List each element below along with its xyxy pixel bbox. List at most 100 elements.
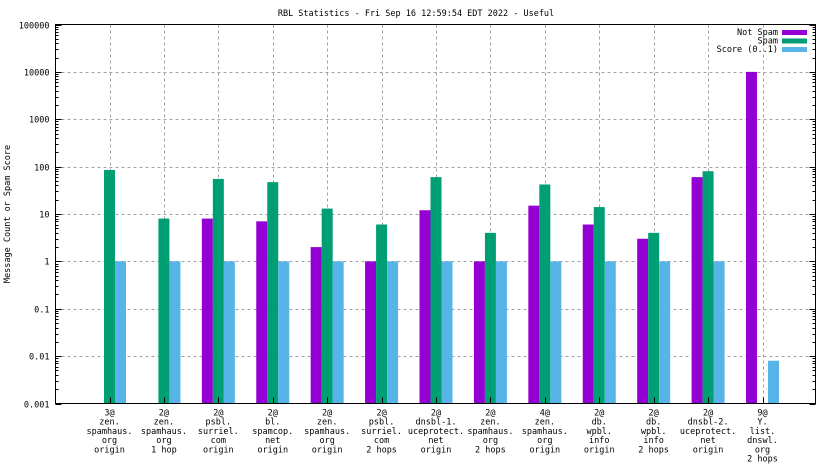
bar-score-0-1 <box>550 261 562 404</box>
bar-score-0-1 <box>713 261 725 404</box>
x-tick-label: db. <box>646 418 661 428</box>
x-tick-label: spamcop. <box>252 427 293 437</box>
x-tick-label: org <box>156 436 171 446</box>
x-tick-label: Y. <box>757 418 767 428</box>
x-tick-label: origin <box>529 445 560 455</box>
bar-spam <box>484 232 496 404</box>
legend-label: Not Spam <box>737 28 778 38</box>
x-tick-label: origin <box>693 445 724 455</box>
x-tick-label: 2@ <box>485 409 495 419</box>
bar-score-0-1 <box>332 261 344 404</box>
bar-not-spam <box>310 247 322 404</box>
bar-spam <box>702 171 714 404</box>
x-tick-label: org <box>755 445 770 455</box>
bar-score-0-1 <box>223 261 235 404</box>
y-tick-label: 10000 <box>24 69 50 79</box>
x-tick-label: 3@ <box>104 409 114 419</box>
bar-not-spam <box>691 177 703 404</box>
x-tick-label: com <box>374 436 389 446</box>
x-tick-label: psbl. <box>369 418 395 428</box>
chart-title: RBL Statistics - Fri Sep 16 12:59:54 EDT… <box>278 9 554 19</box>
x-tick-label: dnsbl-2. <box>688 418 729 428</box>
bar-score-0-1 <box>115 261 126 404</box>
x-tick-label: dnswl. <box>747 436 778 446</box>
legend-swatch <box>782 47 807 52</box>
x-tick-label: net <box>265 436 280 446</box>
x-tick-label: dnsbl-1. <box>416 418 457 428</box>
bar-not-spam <box>473 261 485 404</box>
y-tick-label: 100 <box>34 164 49 174</box>
x-tick-label: wpbl. <box>641 427 667 437</box>
x-tick-label: uceprotect. <box>408 427 464 437</box>
x-tick-label: 2@ <box>322 409 332 419</box>
x-tick-label: net <box>428 436 443 446</box>
x-tick-label: 1 hop <box>151 445 177 455</box>
x-tick-label: zen. <box>317 418 337 428</box>
x-tick-label: 4@ <box>540 409 550 419</box>
x-tick-label: origin <box>94 445 125 455</box>
x-tick-label: 9@ <box>757 409 767 419</box>
bar-not-spam <box>746 71 757 404</box>
x-tick-label: zen. <box>154 418 174 428</box>
x-tick-label: spamhaus. <box>304 427 350 437</box>
x-tick-label: spamhaus. <box>467 427 513 437</box>
bar-not-spam <box>419 210 431 404</box>
bar-spam <box>212 178 224 404</box>
x-tick-label: org <box>537 436 552 446</box>
x-tick-label: com <box>211 436 226 446</box>
x-tick-label: 2@ <box>159 409 169 419</box>
x-tick-label: origin <box>584 445 615 455</box>
bar-spam <box>376 224 388 404</box>
bar-spam <box>593 207 605 404</box>
bar-not-spam <box>637 238 649 404</box>
x-tick-label: origin <box>257 445 288 455</box>
x-tick-label: uceprotect. <box>680 427 736 437</box>
x-tick-label: info <box>589 436 609 446</box>
x-tick-label: bl. <box>265 418 280 428</box>
y-tick-label: 10 <box>39 211 49 221</box>
bar-spam <box>648 232 660 404</box>
bar-spam <box>158 218 170 404</box>
x-tick-label: net <box>700 436 715 446</box>
x-tick-label: org <box>319 436 334 446</box>
x-tick-label: surriel. <box>361 427 402 437</box>
x-tick-label: zen. <box>99 418 119 428</box>
x-tick-label: org <box>483 436 498 446</box>
x-tick-label: zen. <box>480 418 500 428</box>
y-tick-label: 0.1 <box>34 306 49 316</box>
x-tick-label: 2@ <box>594 409 604 419</box>
x-tick-label: info <box>643 436 663 446</box>
legend-label: Spam <box>758 37 778 47</box>
x-tick-label: org <box>102 436 117 446</box>
x-tick-label: psbl. <box>206 418 232 428</box>
bar-not-spam <box>365 261 377 404</box>
legend-swatch <box>782 30 807 35</box>
y-tick-label: 1 <box>44 258 49 268</box>
legend-swatch <box>782 38 807 44</box>
bar-score-0-1 <box>169 261 181 404</box>
x-tick-label: 2@ <box>649 409 659 419</box>
x-tick-label: origin <box>203 445 234 455</box>
x-tick-label: 2@ <box>213 409 223 419</box>
x-tick-label: spamhaus. <box>86 427 132 437</box>
x-tick-label: surriel. <box>198 427 239 437</box>
x-tick-label: 2@ <box>703 409 713 419</box>
bar-score-0-1 <box>441 261 453 404</box>
bar-spam <box>430 177 442 404</box>
x-tick-label: wpbl. <box>586 427 612 437</box>
bar-spam <box>104 169 115 404</box>
bar-score-0-1 <box>495 261 507 404</box>
bar-score-0-1 <box>604 261 616 404</box>
x-tick-label: 2@ <box>431 409 441 419</box>
y-tick-label: 1000 <box>29 116 49 126</box>
x-ticks: 3@zen.spamhaus.orgorigin2@zen.spamhaus.o… <box>86 397 778 465</box>
bars <box>104 71 779 404</box>
x-tick-label: db. <box>592 418 607 428</box>
x-tick-label: spamhaus. <box>522 427 568 437</box>
bar-spam <box>539 184 551 404</box>
bar-score-0-1 <box>659 261 671 404</box>
x-tick-label: 2@ <box>268 409 278 419</box>
x-tick-label: origin <box>312 445 343 455</box>
